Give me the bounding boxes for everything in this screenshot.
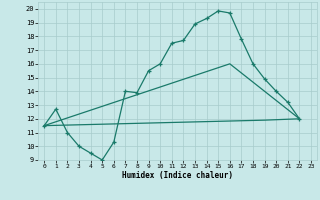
X-axis label: Humidex (Indice chaleur): Humidex (Indice chaleur) — [122, 171, 233, 180]
